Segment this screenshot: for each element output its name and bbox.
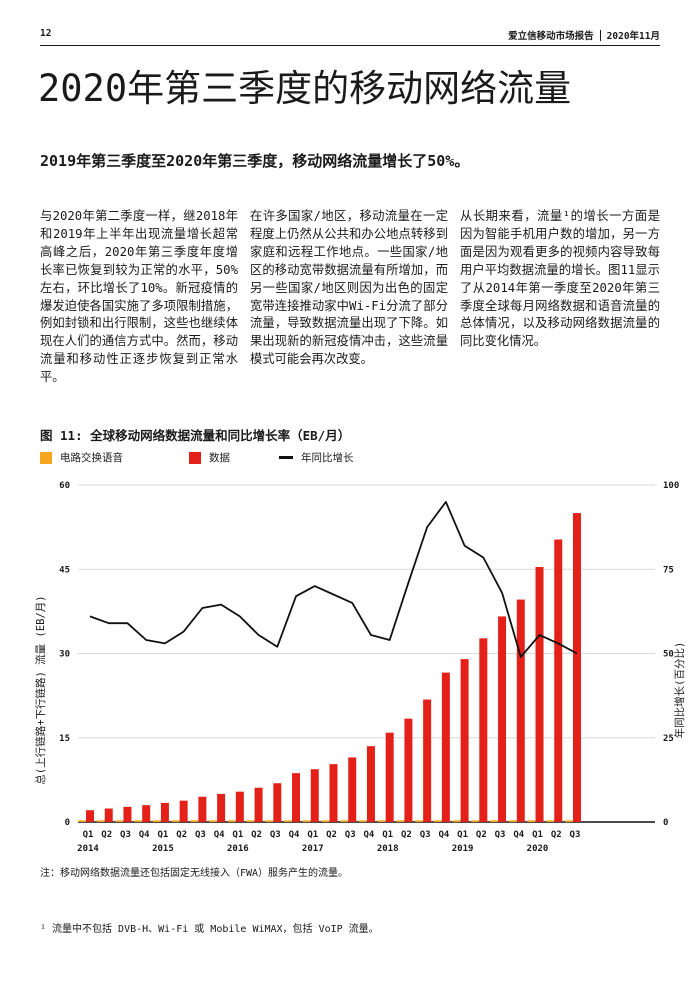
header-rule xyxy=(40,45,660,46)
header-report-date: 2020年11月 xyxy=(606,31,660,42)
svg-text:Q4: Q4 xyxy=(214,830,225,840)
svg-text:30: 30 xyxy=(59,650,70,660)
header-divider xyxy=(599,29,601,41)
legend-item-data: 数据 xyxy=(189,450,230,465)
svg-text:Q1: Q1 xyxy=(83,830,94,840)
yoy-growth-line xyxy=(89,500,578,658)
page-title: 2020年第三季度的移动网络流量 xyxy=(38,67,572,110)
legend-item-voice: 电路交换语音 xyxy=(40,450,123,465)
page-number: 12 xyxy=(40,28,52,39)
svg-text:Q4: Q4 xyxy=(139,830,150,840)
svg-text:Q4: Q4 xyxy=(364,830,375,840)
svg-text:Q3: Q3 xyxy=(270,830,281,840)
svg-text:Q4: Q4 xyxy=(289,830,300,840)
svg-text:2020: 2020 xyxy=(527,844,549,854)
figure-title: 图 11: 全球移动网络数据流量和同比增长率（EB/月） xyxy=(40,428,351,443)
svg-text:Q2: Q2 xyxy=(101,830,112,840)
svg-text:Q3: Q3 xyxy=(570,830,581,840)
footnote: ¹ 流量中不包括 DVB-H、Wi-Fi 或 Mobile WiMAX，包括 V… xyxy=(40,924,379,935)
svg-text:总(上行链路+下行链路) 流量 (EB/月): 总(上行链路+下行链路) 流量 (EB/月) xyxy=(34,595,47,784)
svg-text:Q2: Q2 xyxy=(401,830,412,840)
svg-text:60: 60 xyxy=(59,481,70,491)
growth-line-icon xyxy=(279,456,293,459)
svg-text:100: 100 xyxy=(663,481,679,491)
svg-text:Q1: Q1 xyxy=(232,830,243,840)
svg-text:Q4: Q4 xyxy=(438,830,449,840)
svg-text:Q3: Q3 xyxy=(120,830,131,840)
svg-text:2016: 2016 xyxy=(227,844,249,854)
legend-label-growth: 年同比增长 xyxy=(301,452,354,464)
svg-text:45: 45 xyxy=(59,565,70,575)
body-column-2: 在许多国家/地区，移动流量在一定程度上仍然从公共和办公地点转移到家庭和远程工作地… xyxy=(250,209,448,367)
svg-text:0: 0 xyxy=(65,818,70,828)
svg-text:Q3: Q3 xyxy=(420,830,431,840)
voice-swatch-icon xyxy=(40,451,52,464)
svg-text:Q3: Q3 xyxy=(495,830,506,840)
header-right: 爱立信移动市场报告 2020年11月 xyxy=(508,28,660,42)
svg-text:Q2: Q2 xyxy=(476,830,487,840)
svg-text:Q2: Q2 xyxy=(551,830,562,840)
svg-text:0: 0 xyxy=(663,818,668,828)
svg-text:Q3: Q3 xyxy=(345,830,356,840)
svg-text:Q2: Q2 xyxy=(326,830,337,840)
page-subtitle: 2019年第三季度至2020年第三季度，移动网络流量增长了50%。 xyxy=(40,152,470,170)
header-report-title: 爱立信移动市场报告 xyxy=(508,31,594,42)
svg-text:25: 25 xyxy=(663,734,674,744)
svg-text:75: 75 xyxy=(663,565,674,575)
svg-text:Q1: Q1 xyxy=(382,830,393,840)
legend-label-voice: 电路交换语音 xyxy=(60,452,123,464)
data-swatch-icon xyxy=(189,451,201,464)
svg-text:Q1: Q1 xyxy=(457,830,468,840)
body-column-3: 从长期来看，流量¹的增长一方面是因为智能手机用户数的增加，另一方面是因为观看更多… xyxy=(460,209,660,349)
chart-legend: 电路交换语音 数据 年同比增长 xyxy=(40,450,660,466)
traffic-growth-chart: 0 0 15 25 30 50 45 75 60 100 Q1 Q2 Q3 Q4 Q1 Q2 Q3 Q4 Q1 Q2 Q… xyxy=(34,481,686,854)
svg-text:Q1: Q1 xyxy=(532,830,543,840)
svg-text:50: 50 xyxy=(663,650,674,660)
data-bars xyxy=(86,513,581,822)
svg-text:2014: 2014 xyxy=(77,844,99,854)
svg-text:Q3: Q3 xyxy=(195,830,206,840)
svg-text:2015: 2015 xyxy=(152,844,174,854)
svg-text:Q1: Q1 xyxy=(307,830,318,840)
svg-text:Q4: Q4 xyxy=(513,830,524,840)
svg-text:15: 15 xyxy=(59,734,70,744)
svg-text:2018: 2018 xyxy=(377,844,399,854)
svg-text:Q2: Q2 xyxy=(176,830,187,840)
svg-text:2017: 2017 xyxy=(302,844,324,854)
figure-note: 注：移动网络数据流量还包括固定无线接入（FWA）服务产生的流量。 xyxy=(40,868,349,879)
legend-label-data: 数据 xyxy=(209,452,230,464)
voice-bars xyxy=(78,820,573,822)
svg-text:Q2: Q2 xyxy=(251,830,262,840)
legend-item-growth: 年同比增长 xyxy=(279,450,354,465)
svg-text:Q1: Q1 xyxy=(157,830,168,840)
svg-text:年同比增长(百分比): 年同比增长(百分比) xyxy=(673,642,686,739)
body-column-1: 与2020年第二季度一样，继2018年和2019年上半年出现流量增长超常高峰之后… xyxy=(40,209,238,385)
svg-text:2019: 2019 xyxy=(452,844,474,854)
